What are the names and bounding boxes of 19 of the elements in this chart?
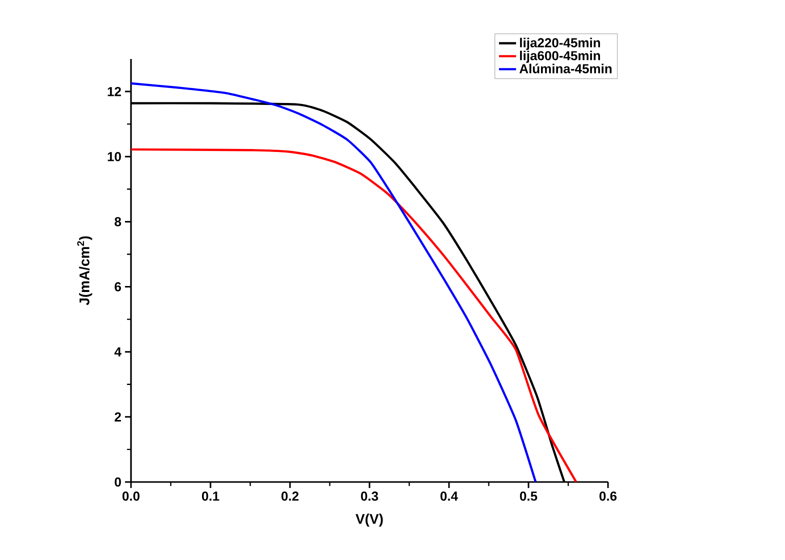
x-tick-label: 0.1 [202, 492, 220, 501]
y-tick-label: 12 [108, 86, 121, 96]
x-tick-label: 0.0 [122, 492, 140, 501]
x-tick-label: 0.6 [599, 492, 617, 501]
legend-label: Alúmina-45min [519, 64, 612, 74]
x-tick-label: 0.2 [281, 492, 299, 501]
x-tick-label: 0.3 [360, 492, 378, 501]
x-tick-label: 0.5 [520, 492, 538, 501]
y-tick-label: 10 [108, 152, 121, 162]
y-tick-label: 8 [114, 217, 122, 226]
x-axis-title: V(V) [356, 514, 383, 527]
y-axis-title: J(mA/cm$^{2}$) [77, 236, 92, 306]
y-tick-label: 6 [114, 282, 121, 292]
x-tick-label: 0.4 [440, 492, 458, 501]
legend-label: lija220-45min [520, 38, 600, 50]
y-tick-label: 2 [114, 412, 121, 422]
y-tick-label: 0 [114, 477, 121, 487]
y-tick-label: 4 [114, 347, 122, 356]
legend-label: lija600-45min [520, 50, 600, 63]
